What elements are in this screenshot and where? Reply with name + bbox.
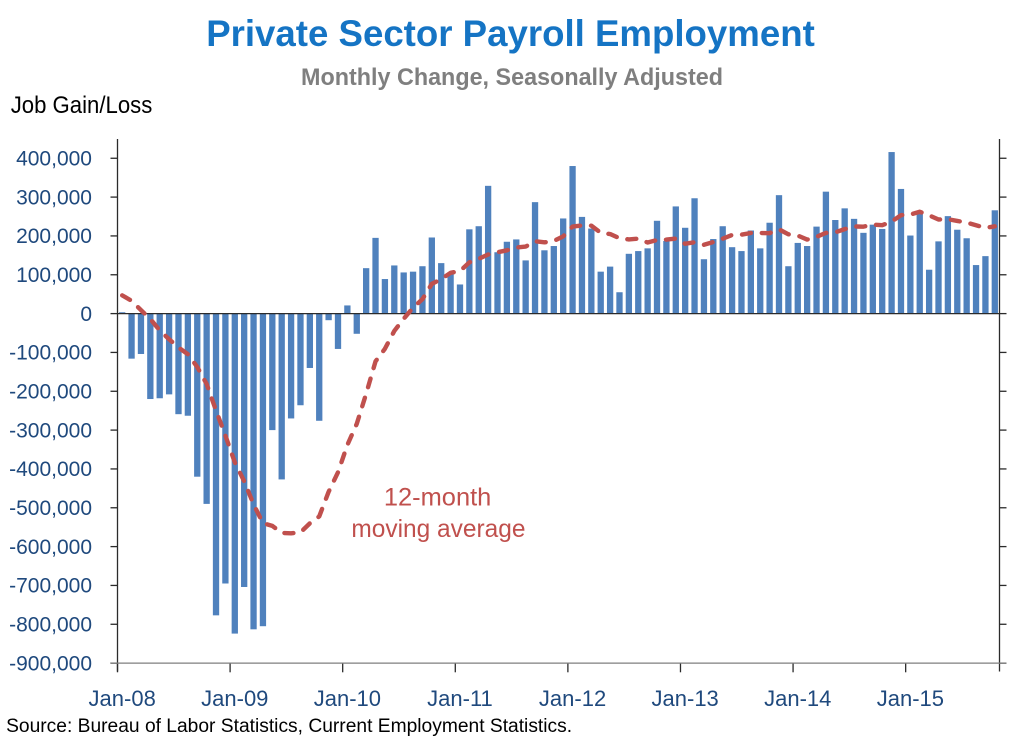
svg-text:100,000: 100,000	[16, 264, 92, 287]
svg-text:Jan-14: Jan-14	[764, 686, 831, 711]
svg-text:Jan-09: Jan-09	[201, 686, 268, 711]
svg-text:Private Sector Payroll Employm: Private Sector Payroll Employment	[206, 13, 815, 54]
svg-text:Source: Bureau of Labor Statis: Source: Bureau of Labor Statistics, Curr…	[6, 716, 572, 737]
svg-text:12-month: 12-month	[384, 484, 491, 512]
svg-text:Jan-13: Jan-13	[652, 686, 719, 711]
svg-text:Job Gain/Loss: Job Gain/Loss	[11, 92, 153, 119]
svg-text:-500,000: -500,000	[9, 497, 92, 520]
svg-text:moving average: moving average	[351, 515, 525, 543]
svg-text:400,000: 400,000	[16, 148, 92, 171]
svg-text:200,000: 200,000	[16, 225, 92, 248]
svg-text:Jan-11: Jan-11	[427, 686, 493, 711]
svg-text:Jan-08: Jan-08	[89, 686, 156, 711]
svg-text:-100,000: -100,000	[9, 342, 92, 365]
svg-text:-600,000: -600,000	[9, 536, 92, 559]
svg-text:-800,000: -800,000	[9, 614, 92, 637]
svg-text:-200,000: -200,000	[9, 381, 92, 404]
svg-text:-700,000: -700,000	[9, 575, 92, 598]
svg-text:-900,000: -900,000	[9, 652, 92, 675]
svg-text:Monthly Change, Seasonally Adj: Monthly Change, Seasonally Adjusted	[301, 64, 723, 91]
svg-text:0: 0	[80, 303, 92, 326]
svg-text:-300,000: -300,000	[9, 419, 92, 442]
svg-text:Jan-15: Jan-15	[877, 686, 944, 711]
svg-text:Jan-12: Jan-12	[539, 686, 606, 711]
svg-text:Jan-10: Jan-10	[314, 686, 381, 711]
svg-text:-400,000: -400,000	[9, 458, 92, 481]
svg-text:300,000: 300,000	[16, 186, 92, 209]
